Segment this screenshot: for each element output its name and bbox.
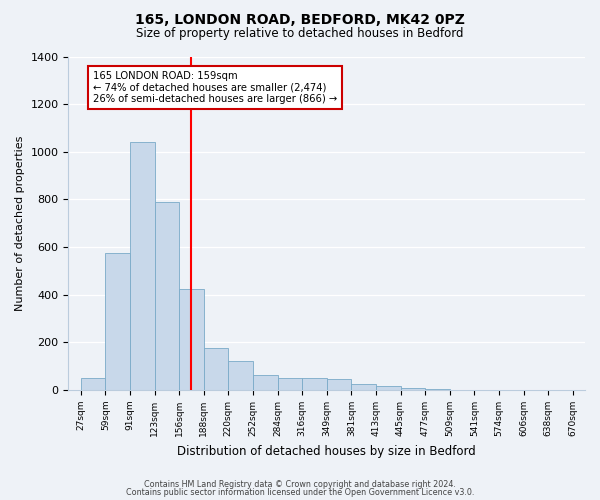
Text: Contains HM Land Registry data © Crown copyright and database right 2024.: Contains HM Land Registry data © Crown c… xyxy=(144,480,456,489)
Text: Contains public sector information licensed under the Open Government Licence v3: Contains public sector information licen… xyxy=(126,488,474,497)
Bar xyxy=(376,386,401,390)
Bar xyxy=(204,348,229,390)
Bar xyxy=(352,384,376,390)
Text: Size of property relative to detached houses in Bedford: Size of property relative to detached ho… xyxy=(136,28,464,40)
Text: 165, LONDON ROAD, BEDFORD, MK42 0PZ: 165, LONDON ROAD, BEDFORD, MK42 0PZ xyxy=(135,12,465,26)
Bar xyxy=(278,378,302,390)
Bar xyxy=(401,388,425,390)
Bar xyxy=(106,253,130,390)
Bar xyxy=(229,362,253,390)
Text: 165 LONDON ROAD: 159sqm
← 74% of detached houses are smaller (2,474)
26% of semi: 165 LONDON ROAD: 159sqm ← 74% of detache… xyxy=(93,71,337,104)
Bar xyxy=(253,374,278,390)
Bar xyxy=(327,378,352,390)
Bar xyxy=(179,289,204,390)
Bar xyxy=(130,142,155,390)
Bar xyxy=(81,378,106,390)
X-axis label: Distribution of detached houses by size in Bedford: Distribution of detached houses by size … xyxy=(178,444,476,458)
Bar xyxy=(155,202,179,390)
Y-axis label: Number of detached properties: Number of detached properties xyxy=(15,136,25,311)
Bar xyxy=(302,378,327,390)
